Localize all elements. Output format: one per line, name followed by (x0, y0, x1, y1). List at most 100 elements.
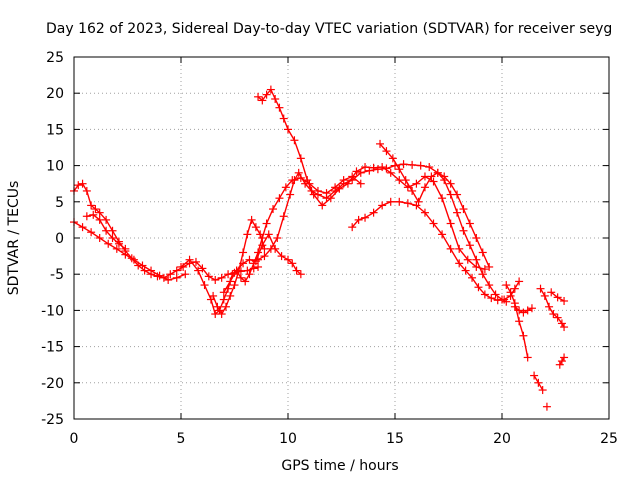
series-track-8 (254, 160, 511, 306)
data-point (378, 201, 387, 210)
data-point (461, 266, 470, 275)
data-point (82, 186, 91, 195)
series-track-3 (82, 210, 130, 253)
data-point (468, 273, 477, 282)
y-tick-label: 0 (55, 231, 64, 247)
data-point (510, 302, 519, 311)
grid (74, 57, 609, 419)
data-point (239, 248, 248, 257)
data-point (395, 165, 404, 174)
data-point (416, 161, 425, 170)
data-point (221, 302, 230, 311)
data-point (275, 103, 284, 112)
data-point (356, 179, 365, 188)
data-point (515, 317, 524, 326)
data-point (453, 208, 462, 217)
data-point (301, 179, 310, 188)
data-point (95, 215, 104, 224)
data-point (307, 186, 316, 195)
data-point (284, 125, 292, 134)
data-point (155, 271, 164, 280)
data-point (296, 154, 305, 163)
data-point (354, 215, 363, 224)
data-point (318, 201, 327, 210)
data-point (245, 270, 254, 279)
data-point (166, 270, 175, 279)
data-point (352, 167, 361, 176)
data-point (108, 234, 117, 242)
data-point (382, 147, 391, 156)
data-point (211, 275, 220, 284)
data-point (549, 310, 558, 319)
series-line (222, 232, 302, 294)
series-track-17 (542, 402, 551, 411)
series-line (257, 163, 508, 303)
series-line (73, 221, 187, 281)
series-track-11 (502, 281, 532, 362)
data-point (260, 252, 269, 261)
y-tick-label: -10 (41, 303, 64, 319)
data-point (279, 212, 288, 221)
data-point (361, 213, 370, 222)
data-point (480, 265, 489, 274)
data-point (74, 181, 83, 190)
data-point (348, 176, 357, 185)
series-track-7 (254, 85, 489, 274)
y-tick-label: -20 (41, 376, 64, 392)
data-point (538, 386, 547, 395)
data-point (266, 244, 275, 253)
data-point (453, 190, 462, 199)
y-tick-label: -15 (41, 340, 64, 356)
axis-ticks (73, 56, 610, 420)
data-point (465, 241, 474, 250)
data-point (284, 255, 292, 264)
y-tick-label: 15 (46, 122, 64, 138)
data-point (408, 160, 417, 169)
data-point (438, 194, 447, 203)
data-point (254, 255, 263, 264)
data-point (82, 212, 91, 221)
series-line (379, 142, 491, 268)
data-point (254, 262, 263, 271)
data-point (502, 281, 511, 290)
data-point (446, 179, 455, 188)
data-point (164, 275, 173, 284)
series-track-2 (70, 218, 190, 284)
data-point (474, 283, 483, 292)
data-point (429, 177, 438, 186)
data-point (275, 194, 284, 203)
data-point (540, 291, 549, 300)
data-point (480, 290, 489, 299)
data-point (440, 172, 449, 181)
series-line (505, 284, 529, 359)
series-track-12 (510, 302, 536, 317)
y-tick-labels: -25 -20 -15 -10 -5 0 5 10 15 20 25 (41, 50, 64, 428)
data-point (485, 281, 494, 290)
series-track-15 (547, 288, 569, 305)
data-point (185, 255, 194, 264)
x-tick-label: 20 (493, 431, 511, 447)
data-point (560, 353, 569, 362)
data-point (455, 259, 464, 268)
data-point (356, 168, 365, 177)
data-point (361, 163, 370, 172)
data-point (78, 179, 87, 188)
data-point (251, 223, 260, 232)
data-point (290, 136, 299, 145)
data-point (266, 85, 275, 94)
data-point (213, 302, 222, 311)
data-point (560, 323, 569, 332)
data-point (530, 371, 539, 380)
data-point (542, 402, 551, 411)
data-point (365, 166, 374, 175)
data-point (114, 239, 123, 248)
chart-title: Day 162 of 2023, Sidereal Day-to-day VTE… (46, 21, 612, 37)
data-point (204, 272, 213, 281)
data-point (129, 255, 138, 264)
series-line (73, 182, 259, 281)
data-point (534, 378, 543, 387)
data-point (245, 255, 254, 264)
data-point (403, 199, 412, 208)
y-axis-label: SDTVAR / TECUs (6, 181, 22, 296)
series-track-16 (555, 353, 569, 369)
